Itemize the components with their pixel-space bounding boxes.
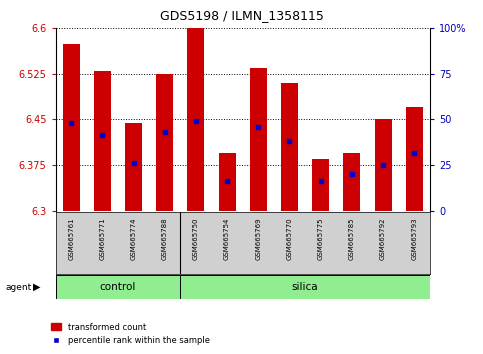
Bar [187, 28, 204, 211]
Bar [312, 159, 329, 211]
Bar [218, 153, 236, 211]
Bar [156, 74, 173, 211]
Text: GSM665788: GSM665788 [162, 217, 168, 260]
Text: control: control [100, 282, 136, 292]
Text: GSM665774: GSM665774 [130, 217, 137, 260]
Bar [406, 107, 423, 211]
Bar [94, 71, 111, 211]
Text: GSM665792: GSM665792 [380, 217, 386, 260]
Bar [250, 68, 267, 211]
Bar [281, 83, 298, 211]
Bar [343, 153, 360, 211]
Text: GSM665775: GSM665775 [318, 217, 324, 260]
Bar [180, 275, 430, 299]
Text: GSM665793: GSM665793 [411, 217, 417, 260]
Text: silica: silica [292, 282, 318, 292]
Text: GDS5198 / ILMN_1358115: GDS5198 / ILMN_1358115 [159, 9, 324, 22]
Bar [63, 44, 80, 211]
Text: GSM665770: GSM665770 [286, 217, 293, 260]
Text: GSM665754: GSM665754 [224, 217, 230, 260]
Text: GSM665785: GSM665785 [349, 217, 355, 260]
Text: GSM665750: GSM665750 [193, 217, 199, 260]
Text: GSM665771: GSM665771 [99, 217, 105, 260]
Text: agent: agent [6, 282, 32, 292]
Text: GSM665761: GSM665761 [68, 217, 74, 260]
Legend: transformed count, percentile rank within the sample: transformed count, percentile rank withi… [48, 319, 213, 348]
Bar [56, 275, 180, 299]
Text: ▶: ▶ [33, 282, 41, 292]
Bar [125, 122, 142, 211]
Bar [374, 119, 392, 211]
Text: GSM665769: GSM665769 [256, 217, 261, 260]
